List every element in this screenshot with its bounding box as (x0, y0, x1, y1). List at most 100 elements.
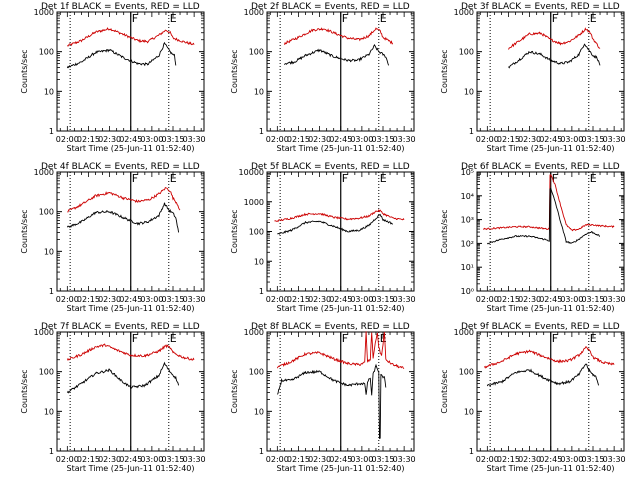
y-axis-label: Counts/sec (20, 209, 29, 253)
series-line-events (277, 213, 393, 235)
y-tick-label: 100 (459, 368, 474, 377)
x-axis-label: Start Time (25-Jun-11 01:52:40) (67, 464, 195, 473)
plot-panel: Det 3f BLACK = Events, RED = LLD 1 10 100 10… (440, 2, 626, 153)
y-axis-label: Counts/sec (440, 49, 449, 93)
y-tick-label: 1 (259, 287, 264, 296)
x-tick-label: 02:15 (77, 455, 100, 464)
x-tick-label: 02:30 (308, 295, 331, 304)
y-tick-label: 1000 (34, 8, 54, 17)
series-line-events (284, 44, 390, 66)
x-tick-label: 03:15 (581, 295, 604, 304)
y-tick-label: 1 (49, 287, 54, 296)
y-tick-label: 1000 (34, 168, 54, 177)
x-tick-label: 02:45 (329, 295, 352, 304)
y-axis-label: Counts/sec (230, 49, 239, 93)
plot-panel: Det 5f BLACK = Events, RED = LLD 1 10 100 10… (230, 162, 416, 313)
marker-label: E (170, 332, 177, 345)
x-tick-label: 02:30 (98, 455, 121, 464)
x-axis-label: Start Time (25-Jun-11 01:52:40) (487, 464, 615, 473)
y-tick-label: 10 (44, 87, 54, 96)
x-tick-label: 03:30 (603, 455, 626, 464)
x-tick-label: 03:00 (140, 455, 163, 464)
y-axis-label: Counts/sec (20, 49, 29, 93)
marker-label: F (342, 12, 348, 25)
marker-label: E (590, 12, 597, 25)
y-tick-label: 10 (254, 87, 264, 96)
series-line-lld (274, 208, 405, 223)
x-tick-label: 02:00 (266, 295, 289, 304)
marker-label: F (132, 12, 138, 25)
x-axis-label: Start Time (25-Jun-11 01:52:40) (487, 144, 615, 153)
plot-panel: Det 7f BLACK = Events, RED = LLD 1 10 100 10… (20, 322, 206, 473)
marker-label: E (590, 332, 597, 345)
series-line-lld (67, 186, 181, 213)
y-tick-label: 1 (259, 127, 264, 136)
series-line-events (66, 202, 180, 233)
marker-label: E (380, 172, 387, 185)
x-tick-label: 02:45 (329, 135, 352, 144)
chart-title: Det 8f BLACK = Events, RED = LLD (251, 322, 410, 332)
x-tick-label: 03:15 (371, 455, 394, 464)
x-tick-label: 02:15 (77, 295, 100, 304)
y-axis-label: Counts/sec (20, 369, 29, 413)
y-tick-label: 1000 (244, 198, 264, 207)
y-tick-label: 10² (461, 239, 474, 248)
y-tick-label: 10 (254, 407, 264, 416)
chart-title: Det 1f BLACK = Events, RED = LLD (41, 2, 200, 12)
chart-title: Det 7f BLACK = Events, RED = LLD (41, 322, 200, 332)
y-tick-label: 1000 (244, 8, 264, 17)
y-tick-label: 1 (49, 447, 54, 456)
x-tick-label: 03:30 (183, 455, 206, 464)
x-tick-label: 03:15 (161, 455, 184, 464)
y-tick-label: 1 (469, 447, 474, 456)
series-line-events (276, 363, 387, 439)
x-tick-label: 03:15 (161, 295, 184, 304)
y-tick-label: 10 (464, 407, 474, 416)
y-tick-label: 10 (44, 247, 54, 256)
x-tick-label: 02:15 (287, 295, 310, 304)
y-tick-label: 100 (249, 48, 264, 57)
marker-label: F (342, 172, 348, 185)
y-tick-label: 10⁴ (461, 192, 474, 201)
marker-label: F (552, 172, 558, 185)
x-axis-label: Start Time (25-Jun-11 01:52:40) (487, 304, 615, 313)
plot-panel: Det 6f BLACK = Events, RED = LLD 10⁰ 10¹ 10… (440, 162, 626, 313)
x-tick-label: 03:00 (560, 295, 583, 304)
series-line-events (66, 361, 180, 394)
y-tick-label: 10 (44, 407, 54, 416)
y-tick-label: 100 (39, 368, 54, 377)
series-line-lld (482, 174, 615, 232)
x-tick-label: 02:00 (266, 455, 289, 464)
x-axis-label: Start Time (25-Jun-11 01:52:40) (277, 464, 405, 473)
y-tick-label: 1000 (454, 8, 474, 17)
x-tick-label: 02:45 (119, 135, 142, 144)
x-tick-label: 02:30 (518, 135, 541, 144)
y-axis-label: Counts/sec (230, 369, 239, 413)
y-tick-label: 10⁰ (461, 287, 474, 296)
y-tick-label: 10000 (239, 168, 264, 177)
x-tick-label: 02:30 (518, 455, 541, 464)
y-tick-label: 1000 (34, 328, 54, 337)
x-tick-label: 03:00 (350, 135, 373, 144)
chart-title: Det 4f BLACK = Events, RED = LLD (41, 162, 200, 172)
x-tick-label: 02:45 (539, 295, 562, 304)
series-line-lld (67, 27, 195, 47)
marker-label: F (342, 332, 348, 345)
x-axis-label: Start Time (25-Jun-11 01:52:40) (277, 304, 405, 313)
x-tick-label: 03:00 (350, 295, 373, 304)
series-line-lld (484, 346, 615, 369)
x-tick-label: 02:15 (497, 295, 520, 304)
plot-panel: Det 8f BLACK = Events, RED = LLD 1 10 100 10… (230, 322, 416, 473)
x-axis-label: Start Time (25-Jun-11 01:52:40) (67, 144, 195, 153)
series-line-events (66, 41, 177, 69)
x-tick-label: 02:00 (56, 135, 79, 144)
marker-label: F (132, 172, 138, 185)
plot-panel: Det 1f BLACK = Events, RED = LLD 1 10 100 10… (20, 2, 206, 153)
y-tick-label: 1 (469, 127, 474, 136)
x-tick-label: 02:45 (539, 135, 562, 144)
series-line-lld (276, 331, 405, 369)
x-tick-label: 03:30 (183, 135, 206, 144)
x-tick-label: 03:15 (161, 135, 184, 144)
chart-title: Det 9f BLACK = Events, RED = LLD (461, 322, 620, 332)
